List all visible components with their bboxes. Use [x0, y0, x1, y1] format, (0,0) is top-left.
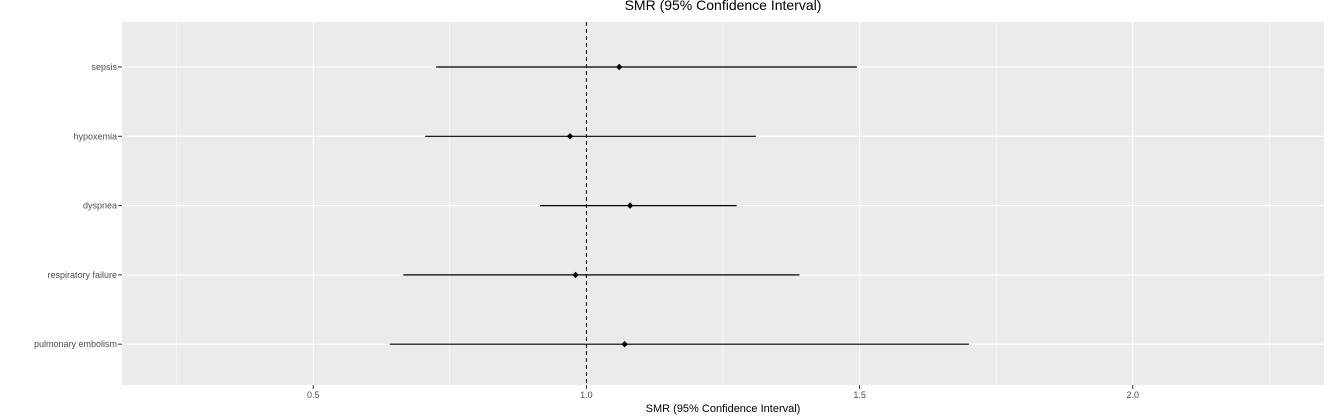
point-estimate: [572, 271, 579, 279]
point-estimate: [626, 202, 634, 209]
y-axis: sepsis hypoxemia dyspnea respiratory failur…: [34, 62, 122, 349]
y-tick-label: sepsis: [91, 62, 117, 72]
point-estimate: [566, 133, 574, 140]
y-tick-label: dyspnea: [83, 201, 117, 211]
confidence-intervals: [389, 66, 969, 345]
x-axis: 0.5 1.0 1.5 2.0: [307, 385, 1139, 400]
point-estimate: [621, 341, 628, 348]
chart-title: SMR (95% Confidence Interval): [625, 0, 822, 13]
y-tick-label: respiratory failure: [47, 270, 117, 280]
x-tick-label: 1.5: [853, 390, 866, 400]
point-estimate: [615, 63, 623, 71]
point-estimates: [566, 63, 634, 348]
x-tick-label: 2.0: [1127, 390, 1140, 400]
y-tick-label: pulmonary embolism: [34, 339, 117, 349]
x-axis-title: SMR (95% Confidence Interval): [646, 403, 801, 415]
x-tick-label: 0.5: [307, 390, 320, 400]
y-tick-label: hypoxemia: [73, 131, 117, 141]
x-tick-label: 1.0: [580, 390, 593, 400]
